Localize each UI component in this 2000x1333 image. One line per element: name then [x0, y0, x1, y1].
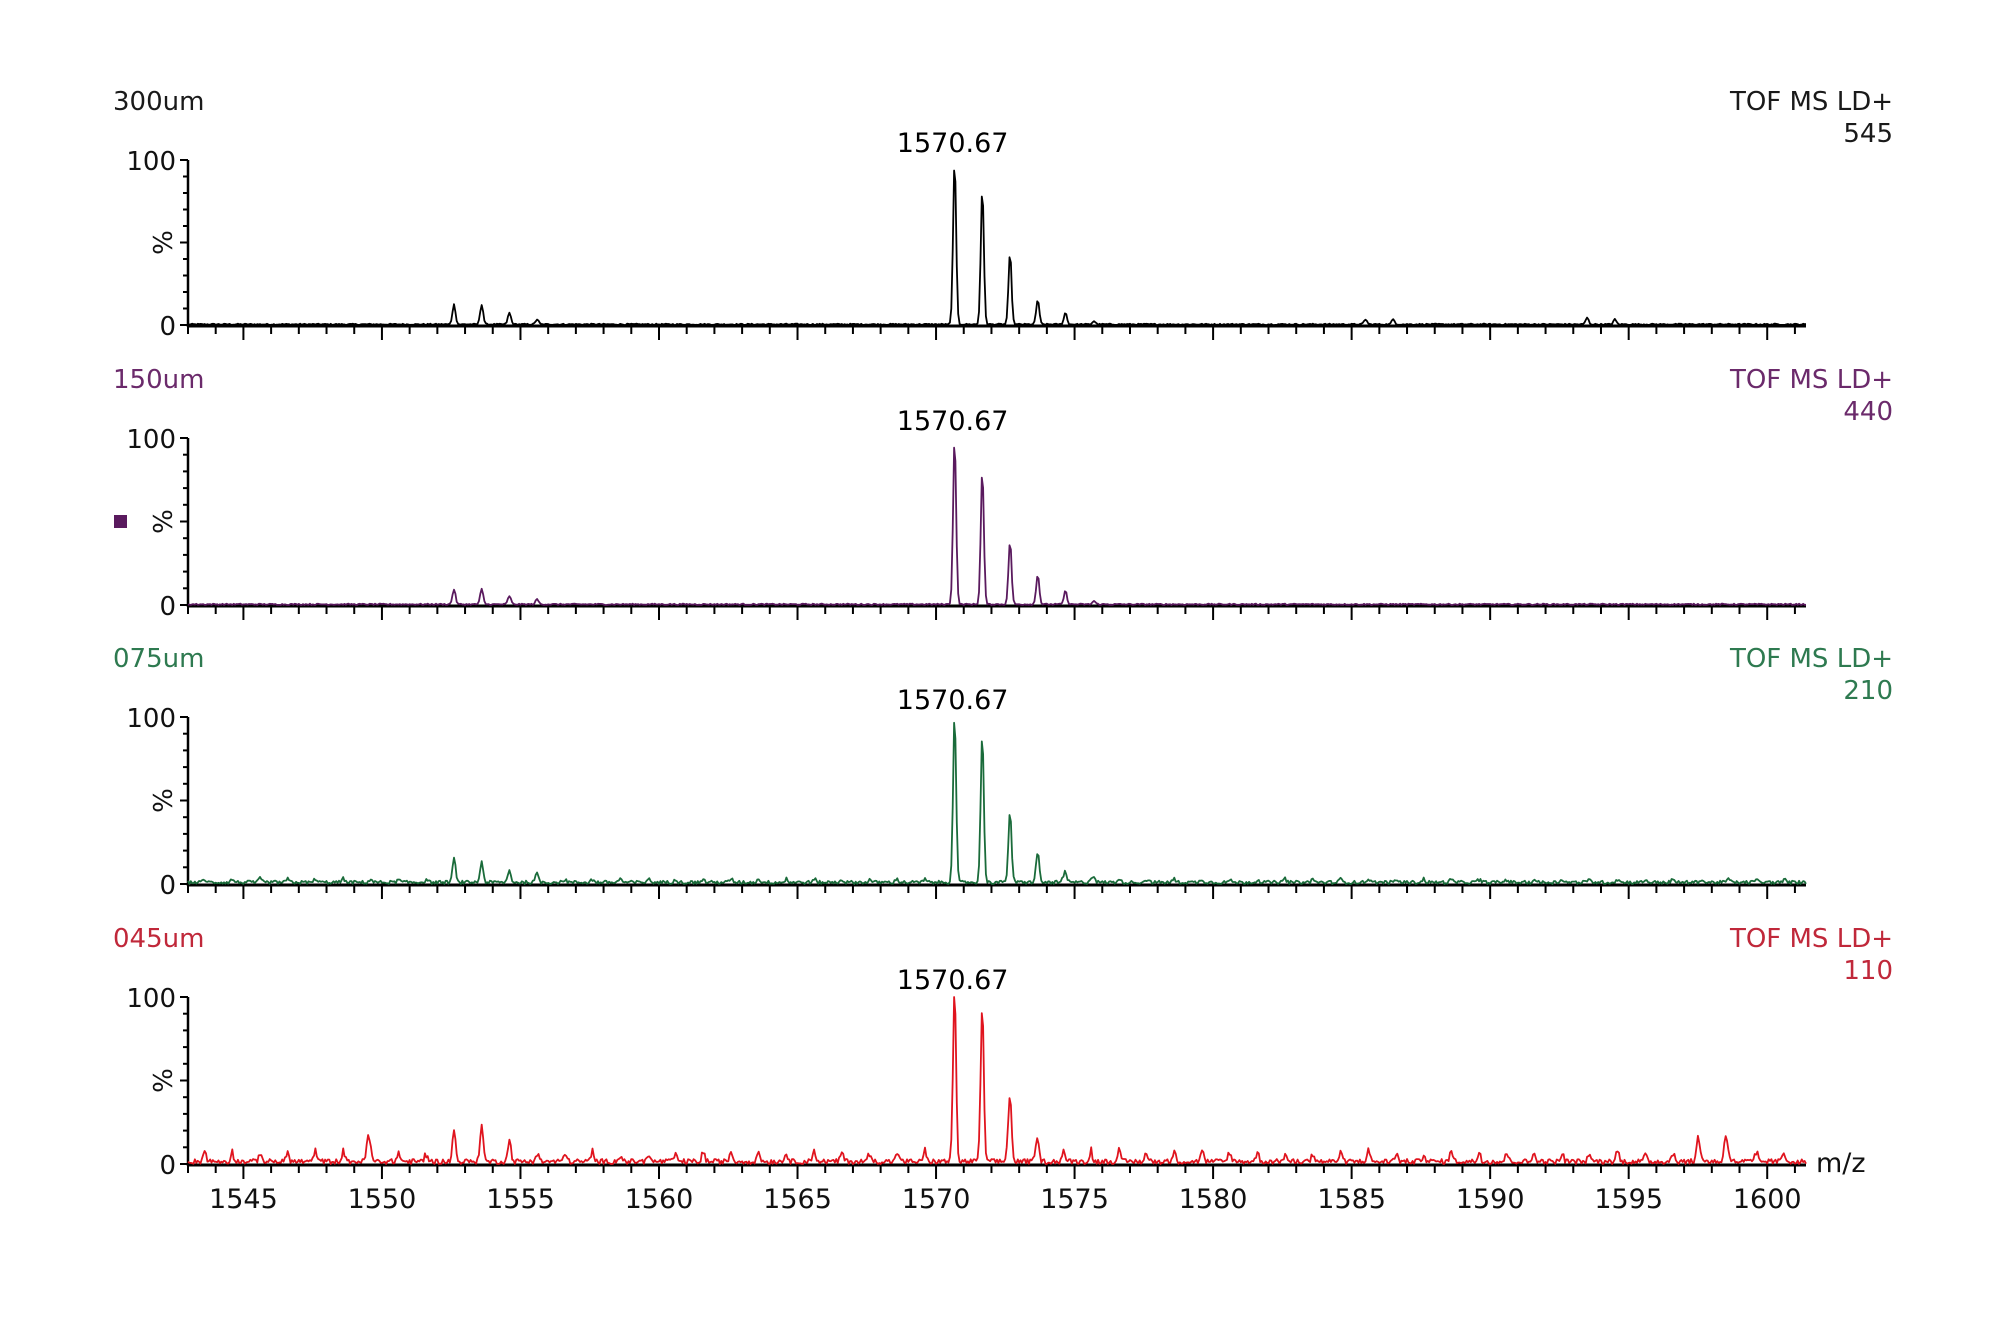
peak-mz-label: 1570.67 — [897, 406, 1009, 437]
x-tick-label: 1575 — [1040, 1184, 1109, 1215]
spectrum-trace — [187, 169, 1807, 326]
y-tick-label-0: 0 — [159, 312, 176, 342]
base-peak-intensity-label: 210 — [1843, 676, 1893, 706]
y-tick-label-100: 100 — [126, 425, 176, 455]
y-tick-label-0: 0 — [159, 592, 176, 622]
x-axis — [187, 324, 1806, 340]
x-axis — [187, 883, 1806, 899]
x-tick-label: 1595 — [1594, 1184, 1663, 1215]
spectrum-trace — [188, 446, 1807, 606]
x-tick-label: 1600 — [1733, 1184, 1802, 1215]
y-tick-label-0: 0 — [159, 871, 176, 901]
x-axis — [187, 604, 1806, 620]
y-axis — [180, 437, 190, 607]
y-axis — [180, 716, 190, 886]
x-tick-label: 1555 — [486, 1184, 555, 1215]
y-tick-label-0: 0 — [159, 1151, 176, 1181]
x-axis — [187, 1163, 1806, 1179]
x-tick-label: 1560 — [625, 1184, 694, 1215]
y-tick-label-100: 100 — [126, 984, 176, 1014]
y-axis-label: % — [149, 509, 179, 534]
sample-label: 300um — [113, 87, 204, 117]
panel-marker-icon — [114, 515, 127, 528]
y-axis-label: % — [149, 1068, 179, 1093]
acquisition-mode-label: TOF MS LD+ — [1729, 644, 1893, 674]
y-axis — [180, 996, 190, 1166]
x-axis-label: m/z — [1816, 1148, 1866, 1179]
x-tick-label: 1580 — [1179, 1184, 1248, 1215]
y-tick-label-100: 100 — [126, 704, 176, 734]
spectrum-trace — [187, 996, 1807, 1165]
x-tick-label: 1545 — [209, 1184, 278, 1215]
spectrum-trace — [187, 721, 1807, 885]
x-tick-label: 1550 — [348, 1184, 417, 1215]
acquisition-mode-label: TOF MS LD+ — [1729, 365, 1893, 395]
x-tick-label: 1590 — [1456, 1184, 1525, 1215]
x-tick-label: 1585 — [1317, 1184, 1386, 1215]
sample-label: 150um — [113, 365, 204, 395]
base-peak-intensity-label: 440 — [1843, 397, 1893, 427]
spectrum-panel-150um: 150um TOF MS LD+440 1570.67 100 0% — [113, 365, 1893, 622]
x-tick-label: 1570 — [902, 1184, 971, 1215]
spectrum-panel-300um: 300um TOF MS LD+545 1570.67 100 0% — [113, 87, 1893, 342]
spectrum-panel-075um: 075um TOF MS LD+210 1570.67 100 0% — [113, 644, 1893, 901]
acquisition-mode-label: TOF MS LD+ — [1729, 924, 1893, 954]
y-axis-label: % — [149, 230, 179, 255]
sample-label: 045um — [113, 924, 204, 954]
base-peak-intensity-label: 545 — [1843, 119, 1893, 149]
spectrum-panel-045um: 045um TOF MS LD+110 1570.67 100 0% 1545 1550 15… — [113, 924, 1893, 1215]
sample-label: 075um — [113, 644, 204, 674]
y-tick-label-100: 100 — [126, 147, 176, 177]
peak-mz-label: 1570.67 — [897, 965, 1009, 996]
acquisition-mode-label: TOF MS LD+ — [1729, 87, 1893, 117]
peak-mz-label: 1570.67 — [897, 685, 1009, 716]
y-axis — [180, 159, 190, 327]
base-peak-intensity-label: 110 — [1843, 956, 1893, 986]
x-tick-label: 1565 — [763, 1184, 832, 1215]
peak-mz-label: 1570.67 — [897, 128, 1009, 159]
y-axis-label: % — [149, 788, 179, 813]
